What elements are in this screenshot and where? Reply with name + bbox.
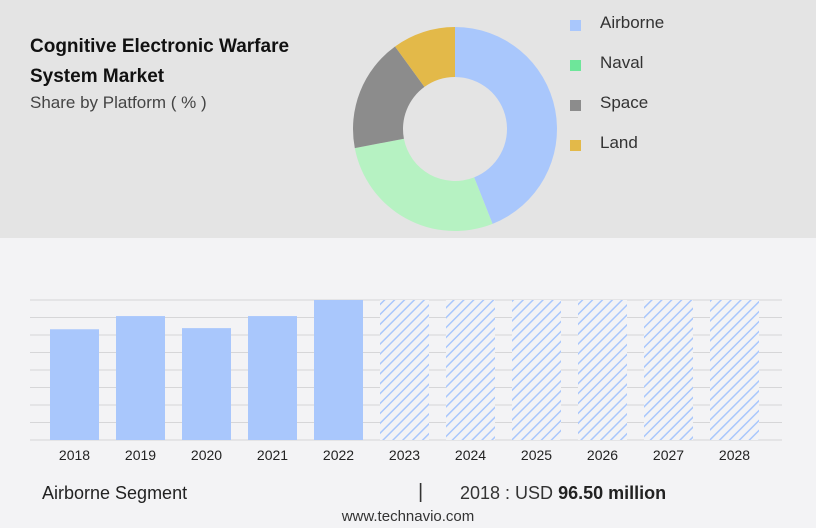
- bar-2018: [50, 329, 99, 440]
- x-tick-label: 2022: [323, 447, 354, 463]
- forecast-bar-2023: [380, 300, 429, 440]
- forecast-bar-2027: [644, 300, 693, 440]
- x-tick-label: 2026: [587, 447, 618, 463]
- donut-slice-airborne: [455, 27, 557, 224]
- legend-swatch-naval: [570, 60, 581, 71]
- forecast-bar-2024: [446, 300, 495, 440]
- x-tick-label: 2021: [257, 447, 288, 463]
- bar-2019: [116, 316, 165, 440]
- x-tick-label: 2023: [389, 447, 420, 463]
- chart-subtitle: Share by Platform ( % ): [30, 93, 207, 112]
- chart-title: Cognitive Electronic Warfare System Mark…: [30, 36, 290, 87]
- legend-item-airborne: Airborne: [570, 12, 710, 38]
- legend-item-space: Space: [570, 92, 710, 118]
- segment-stat: 2018 : USD 96.50 million: [460, 483, 666, 504]
- source-url: www.technavio.com: [341, 508, 475, 525]
- legend-label-land: Land: [600, 133, 638, 152]
- forecast-bar-2028: [710, 300, 759, 440]
- legend-swatch-space: [570, 100, 581, 111]
- donut-chart: [353, 27, 557, 232]
- legend-item-naval: Naval: [570, 52, 710, 78]
- donut-slice-space: [353, 46, 425, 149]
- legend-item-land: Land: [570, 132, 710, 158]
- x-tick-label: 2027: [653, 447, 684, 463]
- donut-slice-land: [395, 27, 455, 87]
- bar-chart: 2018 2019 2020 2021 2022 2023 2024 2025 2026 2027…: [30, 299, 782, 463]
- legend-swatch-land: [570, 140, 581, 151]
- bar-2020: [182, 328, 231, 440]
- forecast-bar-2026: [578, 300, 627, 440]
- x-tick-label: 2020: [191, 447, 222, 463]
- x-tick-label: 2019: [125, 447, 156, 463]
- donut-slice-naval: [354, 138, 493, 232]
- legend-label-airborne: Airborne: [600, 13, 665, 32]
- bar-2022: [314, 300, 363, 440]
- footer-divider: |: [418, 481, 424, 503]
- stat-value: 96.50 million: [558, 483, 667, 503]
- stat-prefix: 2018 : USD: [460, 483, 554, 503]
- legend-label-naval: Naval: [600, 53, 644, 72]
- x-tick-label: 2028: [719, 447, 750, 463]
- legend-label-space: Space: [600, 93, 649, 112]
- legend-swatch-airborne: [570, 20, 581, 31]
- x-tick-label: 2024: [455, 447, 486, 463]
- x-tick-label: 2018: [59, 447, 90, 463]
- x-tick-label: 2025: [521, 447, 552, 463]
- forecast-bar-2025: [512, 300, 561, 440]
- bar-2021: [248, 316, 297, 440]
- segment-label: Airborne Segment: [42, 483, 188, 503]
